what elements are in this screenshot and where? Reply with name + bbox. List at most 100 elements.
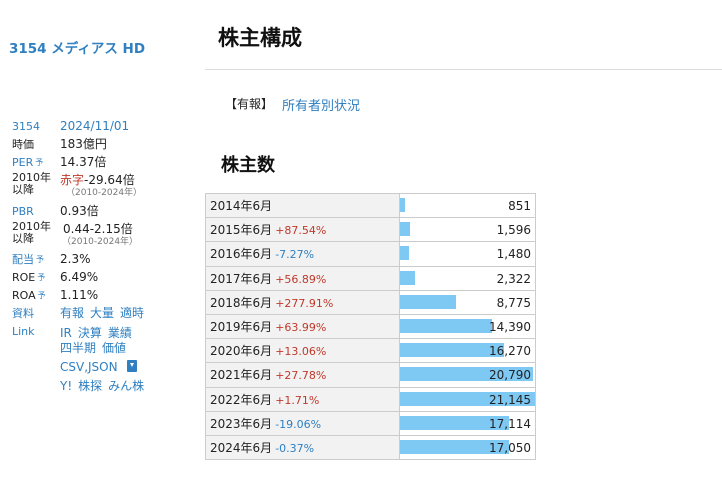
materials-label: 資料 <box>12 307 34 320</box>
change-percent: -0.37% <box>275 441 315 455</box>
year-cell: 2015年6月 +87.54% <box>205 217 400 243</box>
pbr-label[interactable]: PBR <box>12 205 34 218</box>
table-row: 2014年6月 851 <box>205 192 537 219</box>
links-row-3: CSV,JSON <box>60 359 143 376</box>
shareholder-bar <box>399 318 492 333</box>
links-row-1: IR 決算 業績 <box>60 325 138 342</box>
per-label[interactable]: PER 予 <box>12 156 44 169</box>
year-label: 2021年6月 <box>210 368 273 383</box>
link-shihanki[interactable]: 四半期 <box>60 341 97 355</box>
bar-cell: 851 <box>398 192 537 219</box>
pbr-range-years: （2010-2024年） <box>62 237 139 247</box>
pbr-row: PBR 0.93倍 <box>12 203 202 220</box>
year-label: 2024年6月 <box>210 440 273 455</box>
link-kessan[interactable]: 決算 <box>77 326 102 340</box>
change-percent: +13.06% <box>275 345 327 359</box>
link-yuho[interactable]: 有報 <box>60 306 85 320</box>
per-range-row: 2010年 以降 赤字-29.64倍 （2010-2024年） <box>12 171 202 199</box>
link-yahoo[interactable]: Y! <box>60 379 73 393</box>
shareholder-bar <box>399 367 533 382</box>
dividend-value: 2.3% <box>60 252 91 266</box>
year-cell: 2018年6月 +277.91% <box>205 289 400 315</box>
stock-code[interactable]: 3154 <box>12 120 40 133</box>
owner-status-link[interactable]: 所有者別状況 <box>282 99 361 114</box>
bar-cell: 2,322 <box>398 265 537 291</box>
shareholder-count-table: 2014年6月 851 2015年6月 +87.54% 1,596 2016年6月 -7.2… <box>205 192 537 461</box>
year-label: 2017年6月 <box>210 271 273 286</box>
link-minkabu[interactable]: みん株 <box>108 379 145 393</box>
roa-row: ROA 予 1.11% <box>12 287 202 304</box>
shareholder-count: 16,270 <box>489 344 531 359</box>
change-percent: +1.71% <box>275 393 320 407</box>
forecast-mark: 予 <box>37 273 46 282</box>
year-label: 2019年6月 <box>210 320 273 335</box>
shareholder-bar <box>399 391 535 406</box>
pbr-value: 0.93倍 <box>60 204 99 218</box>
shareholder-count: 8,775 <box>496 295 531 310</box>
change-percent: +56.89% <box>275 272 327 286</box>
report-source-label: 【有報】 <box>225 97 274 111</box>
year-label: 2023年6月 <box>210 416 273 431</box>
year-label: 2018年6月 <box>210 295 273 310</box>
shareholder-bar <box>399 439 509 454</box>
year-cell: 2020年6月 +13.06% <box>205 338 400 364</box>
link-ir[interactable]: IR <box>60 326 72 340</box>
year-cell: 2024年6月 -0.37% <box>205 434 400 461</box>
shareholder-count: 17,114 <box>489 416 531 431</box>
bar-cell: 8,775 <box>398 289 537 315</box>
bar-cell: 20,790 <box>398 362 537 388</box>
shareholder-count: 1,480 <box>496 247 531 262</box>
year-cell: 2014年6月 <box>205 192 400 219</box>
pbr-range-value: 0.44-2.15倍 <box>63 222 133 236</box>
code-row: 3154 2024/11/01 <box>12 118 202 135</box>
shareholder-count: 14,390 <box>489 319 531 334</box>
divider <box>205 69 722 70</box>
roe-row: ROE 予 6.49% <box>12 269 202 286</box>
shareholder-count: 1,596 <box>496 223 531 238</box>
table-row: 2022年6月 +1.71% 21,145 <box>205 386 537 412</box>
year-label: 2020年6月 <box>210 344 273 359</box>
bar-cell: 14,390 <box>398 313 537 340</box>
quote-date: 2024/11/01 <box>60 119 130 133</box>
year-label: 2014年6月 <box>210 199 273 214</box>
download-icon[interactable] <box>126 360 137 372</box>
year-label: 2016年6月 <box>210 247 273 262</box>
per-range-label: 2010年 以降 <box>12 171 51 196</box>
table-row: 2019年6月 +63.99% 14,390 <box>205 313 537 340</box>
shareholder-bar <box>399 343 504 358</box>
shareholder-count: 17,050 <box>489 440 531 455</box>
year-cell: 2017年6月 +56.89% <box>205 265 400 291</box>
link-gyoseki[interactable]: 業績 <box>107 326 132 340</box>
change-percent: +277.91% <box>275 296 334 310</box>
links-block: Link IR 決算 業績 四半期 価値 CSV,JSON Y! 株探 みん株 <box>12 323 202 393</box>
year-label: 2022年6月 <box>210 392 273 407</box>
table-row: 2015年6月 +87.54% 1,596 <box>205 217 537 243</box>
link-tekiji[interactable]: 適時 <box>120 306 145 320</box>
forecast-mark: 予 <box>37 291 46 300</box>
section-title: 株主数 <box>221 155 275 176</box>
table-row: 2023年6月 -19.06% 17,114 <box>205 410 537 436</box>
change-percent: +63.99% <box>275 321 327 335</box>
per-value: 14.37倍 <box>60 155 107 169</box>
link-kachi[interactable]: 価値 <box>102 341 127 355</box>
link-csv-json[interactable]: CSV,JSON <box>60 360 118 374</box>
shareholder-bar <box>399 222 410 237</box>
roa-label: ROA 予 <box>12 289 46 302</box>
shareholder-bar <box>399 198 405 212</box>
page-title: 株主構成 <box>218 26 302 50</box>
link-tairyo[interactable]: 大量 <box>90 306 115 320</box>
bar-cell: 21,145 <box>398 386 537 412</box>
dividend-label[interactable]: 配当予 <box>12 253 44 266</box>
pbr-range-label: 2010年 以降 <box>12 220 51 245</box>
year-cell: 2016年6月 -7.27% <box>205 241 400 267</box>
per-row: PER 予 14.37倍 <box>12 154 202 171</box>
market-cap-value: 183億円 <box>60 137 107 151</box>
roe-label: ROE 予 <box>12 271 46 284</box>
company-title[interactable]: 3154 メディアス HD <box>9 41 146 57</box>
link-label: Link <box>12 325 35 338</box>
table-row: 2020年6月 +13.06% 16,270 <box>205 338 537 364</box>
change-percent: -19.06% <box>275 417 322 431</box>
link-kabutan[interactable]: 株探 <box>78 379 103 393</box>
forecast-mark: 予 <box>35 158 44 167</box>
change-percent: +27.78% <box>275 369 327 383</box>
